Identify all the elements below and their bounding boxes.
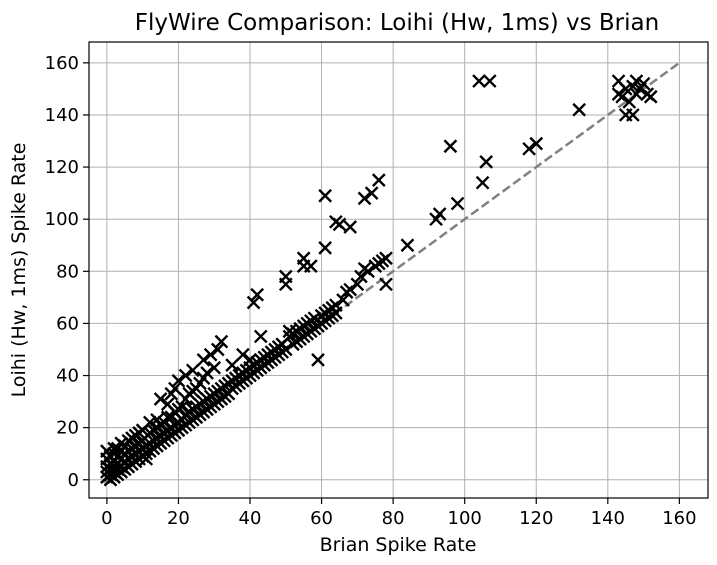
data-point [522, 141, 536, 156]
data-point [200, 366, 214, 380]
data-point [482, 74, 497, 88]
data-point [354, 269, 368, 284]
x-tick-label: 160 [662, 508, 696, 529]
data-point [171, 373, 186, 388]
data-point [432, 207, 447, 221]
data-point [311, 353, 325, 367]
grid-lines [89, 42, 708, 498]
y-tick-label: 100 [45, 209, 79, 230]
data-point [615, 89, 629, 104]
data-point [626, 108, 640, 122]
x-tick-label: 140 [591, 508, 625, 529]
data-point [443, 139, 458, 154]
data-point [529, 136, 544, 151]
data-point [250, 287, 265, 302]
data-point [253, 329, 268, 344]
data-point [350, 277, 365, 292]
y-tick-label: 140 [45, 105, 79, 126]
data-point [643, 89, 658, 104]
data-point [357, 191, 372, 206]
data-point [361, 264, 375, 279]
x-tick-label: 120 [519, 508, 553, 529]
data-point [318, 188, 332, 203]
y-tick-label: 0 [68, 470, 79, 491]
data-point [175, 399, 189, 414]
data-point [336, 293, 350, 307]
data-point [142, 415, 157, 430]
plot-frame [88, 41, 709, 499]
data-point [185, 363, 200, 378]
x-tick-label: 0 [101, 508, 112, 529]
data-point [343, 220, 358, 234]
data-point [153, 392, 168, 406]
data-point [107, 441, 121, 456]
data-point [178, 368, 193, 383]
data-point [236, 347, 250, 362]
data-point [225, 358, 239, 372]
data-point [307, 311, 322, 326]
data-point [379, 277, 393, 292]
y-tick-label: 60 [56, 313, 79, 334]
x-tick-label: 80 [382, 508, 405, 529]
data-point [479, 155, 494, 169]
x-axis-ticks: 0 20 40 60 80 100 120 140 160 [101, 498, 697, 529]
data-point [196, 353, 211, 367]
chart-title: FlyWire Comparison: Loihi (Hw, 1ms) vs B… [135, 10, 659, 36]
x-tick-label: 40 [239, 508, 262, 529]
data-point [168, 381, 182, 396]
x-tick-label: 60 [310, 508, 333, 529]
data-point [379, 251, 393, 266]
data-point [203, 347, 218, 362]
x-tick-label: 100 [448, 508, 482, 529]
data-point [318, 241, 332, 255]
x-tick-label: 20 [167, 508, 190, 529]
y-tick-label: 160 [45, 53, 79, 74]
data-point [246, 295, 261, 310]
x-axis-label: Brian Spike Rate [320, 534, 477, 556]
data-point [400, 238, 415, 253]
data-point [210, 342, 225, 357]
data-point [472, 74, 486, 88]
data-point [572, 102, 587, 117]
y-tick-label: 40 [56, 366, 79, 387]
data-point [332, 217, 347, 232]
y-tick-label: 80 [56, 261, 79, 282]
data-point [278, 342, 293, 357]
data-point [371, 173, 386, 187]
y-tick-label: 20 [56, 418, 79, 439]
data-point [636, 76, 651, 91]
data-point [450, 196, 465, 211]
data-point [475, 175, 490, 190]
data-points [100, 74, 658, 487]
data-point [629, 74, 644, 88]
y-axis-label: Loihi (Hw, 1ms) Spike Rate [8, 143, 30, 398]
data-point [207, 360, 222, 375]
data-point [139, 452, 154, 466]
y-axis-ticks: 0 20 40 60 80 100 120 140 160 [45, 53, 89, 491]
y-tick-label: 120 [45, 157, 79, 178]
data-point [343, 282, 358, 297]
data-point [618, 82, 633, 96]
data-point [278, 269, 293, 284]
data-point [364, 186, 379, 200]
data-point [329, 298, 343, 313]
data-point [214, 334, 229, 349]
data-point [303, 259, 318, 273]
